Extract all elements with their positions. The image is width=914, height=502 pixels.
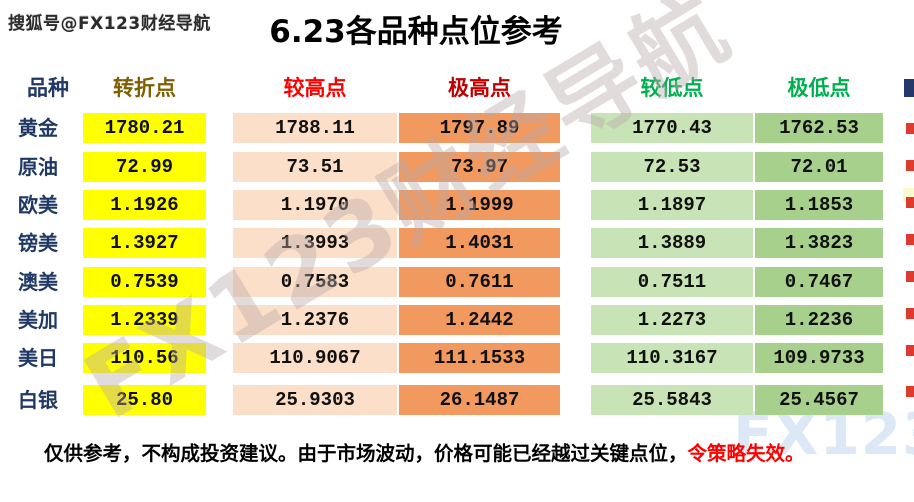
row-label: 欧美: [18, 193, 58, 217]
extreme-low-cell: 0.7467: [755, 267, 883, 297]
high-cell: 1.3993: [233, 228, 397, 258]
pivot-cell: 1.3927: [83, 228, 206, 258]
high-cell: 73.51: [233, 152, 397, 182]
pivot-cell: 72.99: [83, 152, 206, 182]
low-cell: 25.5843: [591, 385, 753, 415]
disclaimer-warning-part: 令策略失效。: [687, 442, 805, 465]
high-cell: 1788.11: [233, 113, 397, 143]
low-cell: 1.2273: [591, 305, 753, 335]
disclaimer-black-part: 仅供参考，不构成投资建议。由于市场波动，价格可能已经越过关键点位，: [44, 442, 688, 465]
pivot-cell: 1780.21: [83, 113, 206, 143]
high-cell: 110.9067: [233, 343, 397, 373]
extreme-high-cell: 1.2442: [399, 305, 560, 335]
cutoff-table-fragment: [903, 188, 914, 202]
low-cell: 110.3167: [591, 343, 753, 373]
row-label: 美加: [18, 308, 58, 332]
extreme-high-cell: 1.4031: [399, 228, 560, 258]
table-row-usdcad: 美加 1.2339 1.2376 1.2442 1.2273 1.2236: [0, 305, 914, 335]
pivot-cell: 1.1926: [83, 190, 206, 220]
low-cell: 0.7511: [591, 267, 753, 297]
table-row-audusd: 澳美 0.7539 0.7583 0.7611 0.7511 0.7467: [0, 267, 914, 297]
cutoff-table-fragment: [906, 386, 914, 397]
pivot-cell: 110.56: [83, 343, 206, 373]
low-cell: 1770.43: [591, 113, 753, 143]
col-header-lower-point: 较低点: [640, 76, 704, 100]
extreme-low-cell: 1.3823: [755, 228, 883, 258]
col-header-pivot-point: 转折点: [113, 76, 176, 100]
extreme-low-cell: 1.1853: [755, 190, 883, 220]
col-header-variety: 品种: [27, 76, 69, 100]
row-label: 白银: [18, 388, 58, 412]
disclaimer-text: 仅供参考，不构成投资建议。由于市场波动，价格可能已经越过关键点位，令策略失效。: [44, 437, 805, 466]
low-cell: 72.53: [591, 152, 753, 182]
extreme-high-cell: 1797.89: [399, 113, 560, 143]
pivot-cell: 25.80: [83, 385, 206, 415]
table-row-gold: 黄金 1780.21 1788.11 1797.89 1770.43 1762.…: [0, 113, 914, 143]
extreme-low-cell: 1762.53: [755, 113, 883, 143]
page-title: 6.23各品种点位参考: [269, 14, 563, 50]
low-cell: 1.1897: [591, 190, 753, 220]
cutoff-table-fragment: [906, 197, 914, 208]
extreme-low-cell: 72.01: [755, 152, 883, 182]
high-cell: 1.2376: [233, 305, 397, 335]
cutoff-table-fragment: [906, 160, 914, 171]
source-account-watermark: 搜狐号@FX123财经导航: [8, 14, 211, 34]
table-row-usdjpy: 美日 110.56 110.9067 111.1533 110.3167 109…: [0, 343, 914, 373]
row-label: 澳美: [18, 270, 58, 294]
high-cell: 0.7583: [233, 267, 397, 297]
diagonal-brand-watermark: FX123财经导航: [67, 0, 748, 441]
table-row-crude-oil: 原油 72.99 73.51 73.97 72.53 72.01: [0, 152, 914, 182]
row-label: 黄金: [18, 116, 58, 140]
cutoff-table-fragment: [906, 271, 914, 282]
row-label: 镑美: [18, 231, 58, 255]
cutoff-table-fragment: [906, 308, 914, 319]
high-cell: 1.1970: [233, 190, 397, 220]
extreme-high-cell: 111.1533: [399, 343, 560, 373]
pivot-cell: 0.7539: [83, 267, 206, 297]
pivot-cell: 1.2339: [83, 305, 206, 335]
extreme-high-cell: 0.7611: [399, 267, 560, 297]
extreme-low-cell: 109.9733: [755, 343, 883, 373]
extreme-high-cell: 73.97: [399, 152, 560, 182]
cutoff-table-fragment: [906, 234, 914, 245]
extreme-high-cell: 26.1487: [399, 385, 560, 415]
col-header-extreme-low-point: 极低点: [787, 76, 851, 100]
col-header-higher-point: 较高点: [283, 76, 347, 100]
extreme-low-cell: 25.4567: [755, 385, 883, 415]
row-label: 美日: [18, 346, 58, 370]
table-row-eurusd: 欧美 1.1926 1.1970 1.1999 1.1897 1.1853: [0, 190, 914, 220]
cutoff-table-fragment: [906, 345, 914, 356]
extreme-low-cell: 1.2236: [755, 305, 883, 335]
col-header-extreme-high-point: 极高点: [448, 76, 511, 100]
table-row-gbpusd: 镑美 1.3927 1.3993 1.4031 1.3889 1.3823: [0, 228, 914, 258]
extreme-high-cell: 1.1999: [399, 190, 560, 220]
row-label: 原油: [18, 155, 58, 179]
table-row-silver: 白银 25.80 25.9303 26.1487 25.5843 25.4567: [0, 385, 914, 415]
high-cell: 25.9303: [233, 385, 397, 415]
cutoff-table-fragment: [904, 79, 914, 97]
low-cell: 1.3889: [591, 228, 753, 258]
cutoff-table-fragment: [906, 123, 914, 134]
